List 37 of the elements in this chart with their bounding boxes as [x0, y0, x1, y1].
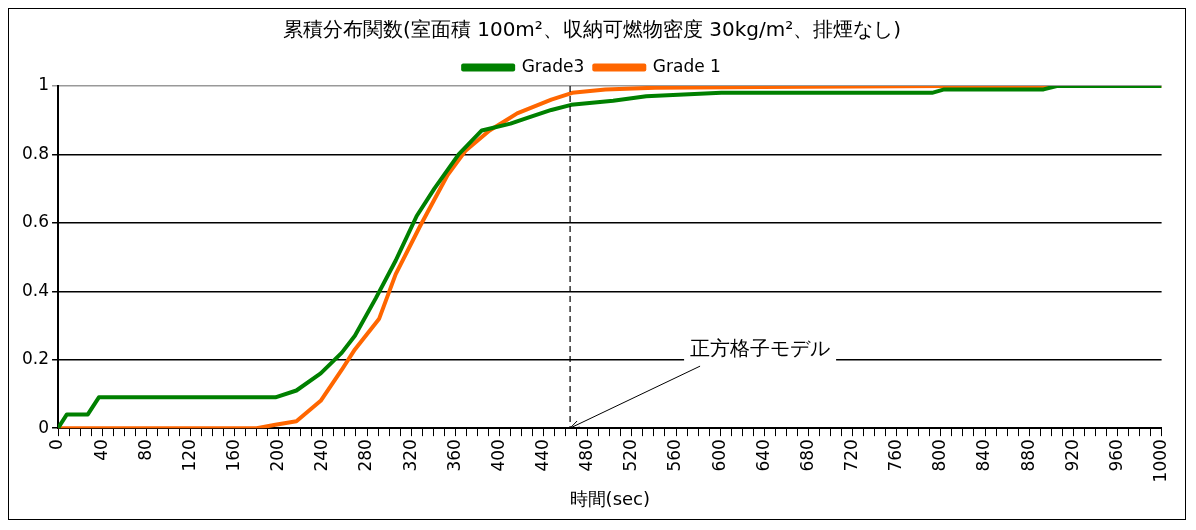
x-tick-label: 960 [1105, 439, 1126, 472]
x-tick-label: 800 [929, 439, 950, 472]
x-tick-label: 480 [576, 439, 597, 472]
legend-label: Grade 1 [652, 55, 721, 76]
x-tick-label: 0 [46, 439, 67, 450]
x-tick-label: 320 [399, 439, 420, 472]
x-tick-label: 240 [311, 439, 332, 472]
legend-label: Grade3 [521, 55, 585, 76]
x-tick-label: 560 [664, 439, 685, 472]
x-tick-label: 360 [443, 439, 464, 472]
x-tick-label: 840 [973, 439, 994, 472]
y-tick-label: 0.6 [21, 211, 50, 232]
x-tick-label: 120 [178, 439, 199, 472]
x-tick-label: 40 [90, 439, 111, 461]
y-tick-label: 0 [38, 416, 50, 437]
x-tick-label: 1000 [1150, 439, 1171, 483]
x-tick-label: 760 [885, 439, 906, 472]
y-tick-label: 0.2 [21, 348, 50, 369]
x-tick-label: 920 [1061, 439, 1082, 472]
y-tick-label: 0.8 [21, 142, 50, 163]
x-axis-title: 時間(sec) [569, 487, 651, 509]
x-tick-label: 160 [223, 439, 244, 472]
x-tick-label: 280 [355, 439, 376, 472]
x-tick-label: 680 [796, 439, 817, 472]
x-tick-label: 880 [1017, 439, 1038, 472]
x-tick-label: 720 [841, 439, 862, 472]
x-tick-label: 400 [487, 439, 508, 472]
x-tick-label: 80 [134, 439, 155, 461]
x-tick-label: 200 [267, 439, 288, 472]
x-tick-label: 640 [752, 439, 773, 472]
annotation: 正方格子モデル [690, 336, 831, 361]
chart-title: 累積分布関数(室面積 100m²、収納可燃物密度 30kg/m²、排煙なし) [283, 17, 901, 42]
y-tick-label: 0.4 [21, 279, 50, 300]
x-tick-label: 600 [708, 439, 729, 472]
x-tick-label: 520 [620, 439, 641, 472]
x-tick-label: 440 [532, 439, 553, 472]
y-tick-label: 1 [38, 74, 50, 95]
